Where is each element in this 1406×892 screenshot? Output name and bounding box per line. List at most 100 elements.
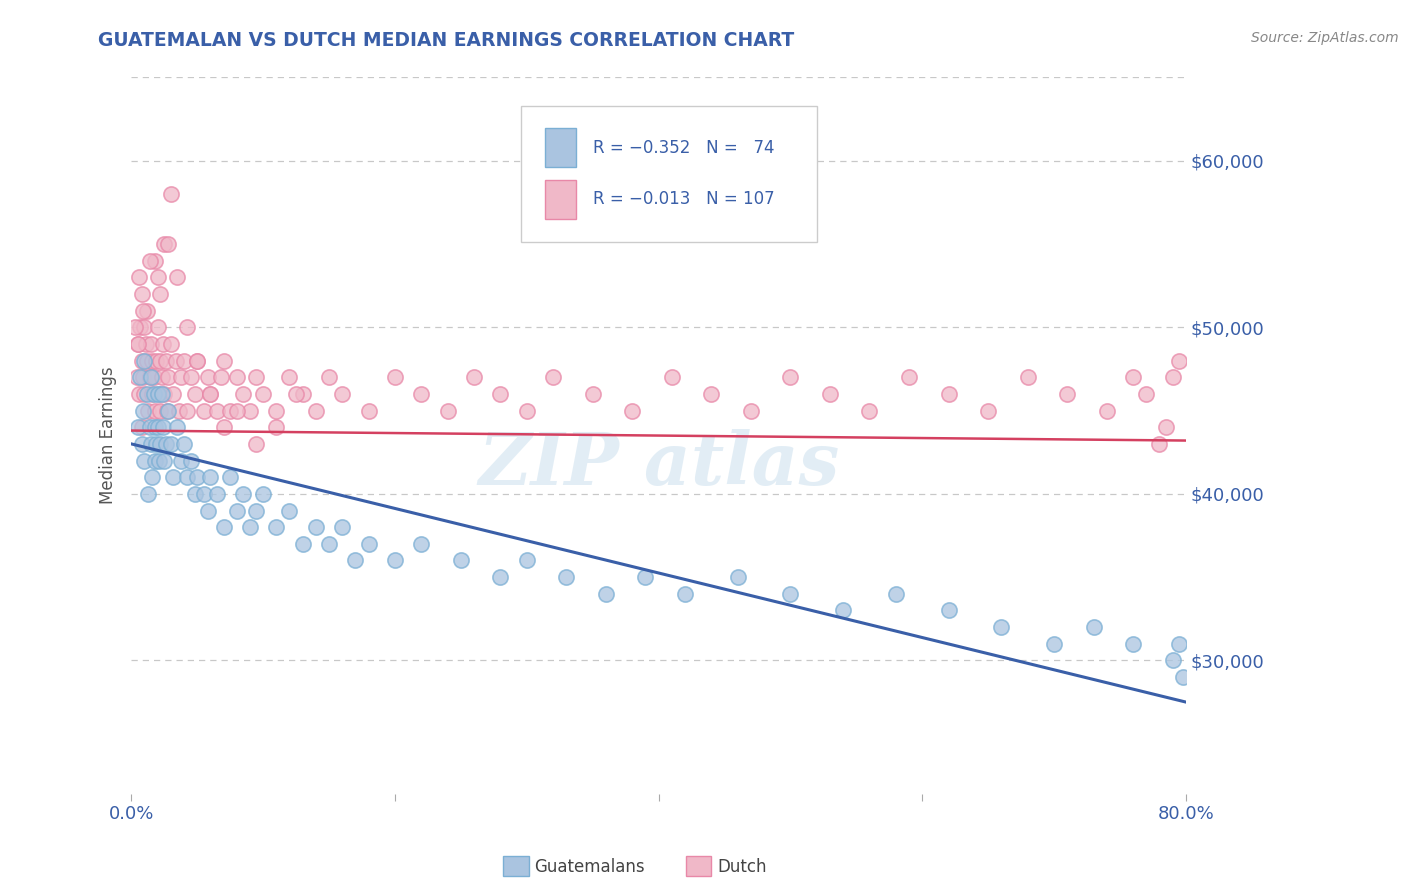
Point	[146, 270, 169, 285]
Point	[131, 420, 153, 434]
Point	[245, 370, 267, 384]
Point	[148, 387, 170, 401]
Point	[225, 370, 247, 384]
Point	[149, 403, 172, 417]
Point	[252, 487, 274, 501]
Point	[153, 453, 176, 467]
Point	[157, 403, 180, 417]
Point	[252, 387, 274, 401]
Point	[200, 387, 222, 401]
Point	[128, 270, 150, 285]
Point	[157, 237, 180, 252]
Point	[141, 387, 163, 401]
Point	[145, 353, 167, 368]
Point	[245, 503, 267, 517]
Point	[264, 403, 287, 417]
Point	[150, 387, 173, 401]
Point	[1017, 370, 1039, 384]
Point	[186, 353, 208, 368]
Point	[127, 420, 149, 434]
Point	[135, 337, 157, 351]
Point	[291, 537, 314, 551]
Point	[239, 520, 262, 534]
Point	[159, 337, 181, 351]
Point	[143, 453, 166, 467]
Point	[136, 387, 159, 401]
Point	[139, 370, 162, 384]
Point	[131, 437, 153, 451]
Point	[1095, 403, 1118, 417]
Point	[264, 520, 287, 534]
Point	[134, 353, 156, 368]
Text: GUATEMALAN VS DUTCH MEDIAN EARNINGS CORRELATION CHART: GUATEMALAN VS DUTCH MEDIAN EARNINGS CORR…	[98, 31, 794, 50]
Point	[142, 387, 165, 401]
Point	[977, 403, 1000, 417]
Point	[128, 387, 150, 401]
Point	[330, 387, 353, 401]
Point	[516, 553, 538, 567]
Point	[170, 370, 193, 384]
Point	[200, 470, 222, 484]
Point	[138, 420, 160, 434]
Point	[489, 570, 512, 584]
Point	[779, 587, 801, 601]
Text: R = −0.013   N = 107: R = −0.013 N = 107	[593, 190, 775, 208]
Point	[1161, 653, 1184, 667]
Point	[1043, 637, 1066, 651]
Point	[132, 303, 155, 318]
Point	[148, 453, 170, 467]
Point	[818, 387, 841, 401]
Point	[357, 537, 380, 551]
Point	[146, 387, 169, 401]
Point	[165, 353, 187, 368]
Point	[1168, 353, 1191, 368]
Point	[176, 470, 198, 484]
Point	[149, 287, 172, 301]
Point	[1161, 370, 1184, 384]
Point	[344, 553, 367, 567]
Point	[145, 437, 167, 451]
Point	[197, 370, 219, 384]
Point	[516, 403, 538, 417]
Point	[436, 403, 458, 417]
Point	[740, 403, 762, 417]
Point	[634, 570, 657, 584]
Point	[541, 370, 564, 384]
Point	[661, 370, 683, 384]
Point	[938, 387, 960, 401]
Point	[180, 453, 202, 467]
Point	[139, 337, 162, 351]
Point	[200, 387, 222, 401]
Point	[152, 337, 174, 351]
Point	[186, 470, 208, 484]
Point	[156, 403, 179, 417]
Point	[138, 370, 160, 384]
Point	[153, 237, 176, 252]
Point	[212, 420, 235, 434]
Point	[938, 603, 960, 617]
Point	[727, 570, 749, 584]
Point	[1149, 437, 1171, 451]
Point	[1122, 370, 1144, 384]
Point	[700, 387, 723, 401]
Text: Source: ZipAtlas.com: Source: ZipAtlas.com	[1251, 31, 1399, 45]
Point	[183, 387, 205, 401]
Point	[621, 403, 644, 417]
Point	[898, 370, 921, 384]
Point	[239, 403, 262, 417]
Point	[136, 353, 159, 368]
Point	[141, 470, 163, 484]
Point	[136, 303, 159, 318]
Point	[193, 487, 215, 501]
Point	[232, 487, 254, 501]
Point	[264, 420, 287, 434]
Point	[166, 420, 188, 434]
Point	[330, 520, 353, 534]
Point	[149, 353, 172, 368]
Point	[159, 187, 181, 202]
Point	[138, 403, 160, 417]
Point	[232, 387, 254, 401]
Point	[1083, 620, 1105, 634]
Text: ZIP atlas: ZIP atlas	[478, 429, 839, 500]
Point	[205, 487, 228, 501]
